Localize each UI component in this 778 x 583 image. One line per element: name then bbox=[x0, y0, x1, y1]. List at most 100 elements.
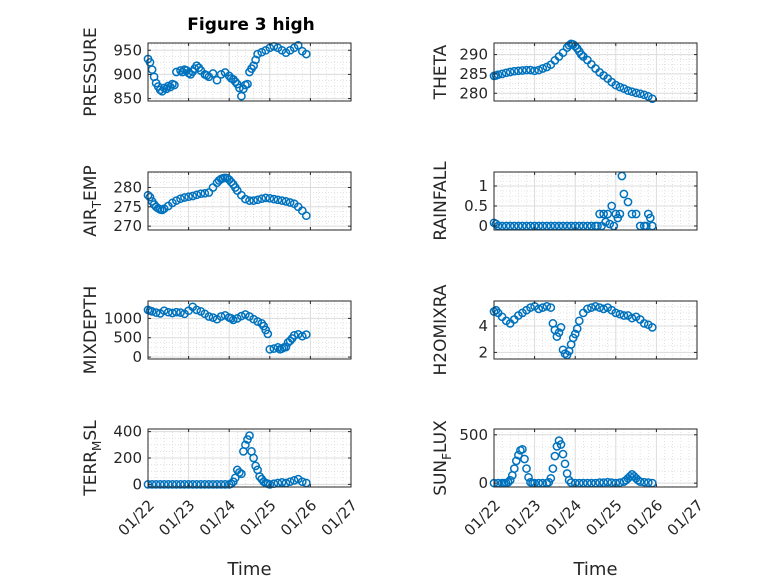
data-point bbox=[265, 480, 275, 489]
data-point bbox=[196, 480, 206, 489]
data-point bbox=[599, 304, 608, 314]
data-point bbox=[204, 312, 214, 321]
data-point bbox=[542, 301, 552, 311]
data-point bbox=[619, 84, 629, 93]
data-point bbox=[261, 193, 271, 203]
data-point bbox=[297, 477, 307, 487]
data-point bbox=[514, 66, 523, 76]
data-point bbox=[645, 213, 655, 223]
data-point bbox=[611, 308, 621, 318]
y-tick-label: 900 bbox=[113, 65, 142, 83]
data-point bbox=[522, 65, 531, 75]
data-point bbox=[172, 196, 181, 205]
y-axis-label: SUNFLUX bbox=[431, 420, 454, 496]
y-tick-label: 0 bbox=[132, 475, 142, 493]
data-point bbox=[285, 336, 295, 346]
data-point bbox=[273, 195, 283, 205]
data-point bbox=[534, 304, 544, 314]
data-point bbox=[572, 324, 582, 334]
data-point bbox=[196, 189, 206, 199]
data-point bbox=[226, 177, 236, 187]
y-tick-label: 0 bbox=[478, 474, 488, 492]
data-point bbox=[200, 480, 210, 489]
data-point bbox=[301, 211, 311, 221]
data-point bbox=[176, 308, 185, 317]
y-tick-label: 0 bbox=[132, 348, 142, 366]
data-point bbox=[556, 440, 566, 449]
data-point bbox=[265, 344, 275, 354]
data-point bbox=[212, 75, 222, 85]
data-point bbox=[151, 308, 161, 317]
data-point bbox=[615, 82, 625, 92]
data-point bbox=[226, 314, 236, 323]
y-axis-label: AIRTEMP bbox=[81, 165, 104, 236]
data-point bbox=[192, 190, 202, 200]
data-point bbox=[249, 61, 258, 71]
data-point bbox=[188, 191, 198, 201]
data-point bbox=[253, 49, 262, 59]
data-point bbox=[514, 450, 523, 460]
data-point bbox=[576, 50, 586, 59]
data-point bbox=[172, 480, 181, 489]
data-point bbox=[273, 343, 283, 352]
data-point bbox=[277, 478, 287, 487]
axes-box bbox=[493, 428, 698, 488]
subplot-h2omixra: 2 4 H2OMIXRA bbox=[431, 284, 698, 376]
data-point bbox=[168, 480, 177, 489]
y-axis-label: TERRMSL bbox=[81, 420, 104, 497]
data-point bbox=[564, 40, 574, 50]
data-point bbox=[505, 475, 515, 485]
data-point bbox=[184, 68, 193, 78]
data-point bbox=[611, 80, 621, 90]
data-point bbox=[607, 478, 617, 487]
data-point bbox=[623, 86, 633, 95]
data-point bbox=[168, 308, 177, 318]
y-tick-label: 200 bbox=[113, 449, 142, 467]
data-point bbox=[560, 459, 570, 469]
data-point bbox=[243, 79, 252, 89]
data-point bbox=[208, 69, 218, 78]
y-tick-label: 0 bbox=[478, 217, 488, 235]
data-point bbox=[249, 453, 258, 463]
y-tick-label: 270 bbox=[113, 217, 142, 235]
y-axis-label: THETA bbox=[431, 44, 451, 100]
data-point bbox=[601, 217, 610, 227]
data-point bbox=[230, 473, 240, 483]
data-point bbox=[550, 451, 560, 461]
figure-title: Figure 3 high bbox=[187, 15, 315, 35]
data-point bbox=[230, 77, 240, 87]
data-point bbox=[192, 480, 202, 489]
y-tick-label: 280 bbox=[113, 178, 142, 196]
data-point bbox=[204, 480, 214, 489]
data-point bbox=[538, 303, 548, 312]
data-point bbox=[518, 444, 527, 454]
data-point bbox=[546, 473, 556, 483]
axes-box bbox=[493, 42, 698, 102]
data-point bbox=[155, 480, 165, 489]
data-point bbox=[208, 313, 218, 322]
y-tick-label: 290 bbox=[459, 46, 488, 64]
data-point bbox=[180, 193, 189, 202]
data-point bbox=[526, 65, 535, 75]
data-point bbox=[534, 65, 544, 75]
data-point bbox=[269, 194, 279, 204]
data-point bbox=[509, 66, 519, 76]
y-tick-label: 280 bbox=[459, 84, 488, 102]
data-point bbox=[277, 196, 287, 205]
data-point bbox=[172, 307, 181, 317]
data-point bbox=[599, 209, 608, 219]
data-point bbox=[574, 316, 584, 326]
y-axis-label: PRESSURE bbox=[81, 27, 101, 116]
y-axis-label: RAINFALL bbox=[431, 161, 451, 241]
y-tick-label: 950 bbox=[113, 41, 142, 59]
data-point bbox=[289, 331, 299, 340]
data-point bbox=[237, 311, 246, 321]
data-point bbox=[263, 329, 273, 339]
data-point bbox=[228, 315, 238, 325]
data-point bbox=[548, 464, 558, 473]
data-point bbox=[172, 67, 181, 77]
data-point bbox=[546, 303, 556, 312]
data-point bbox=[619, 189, 629, 199]
